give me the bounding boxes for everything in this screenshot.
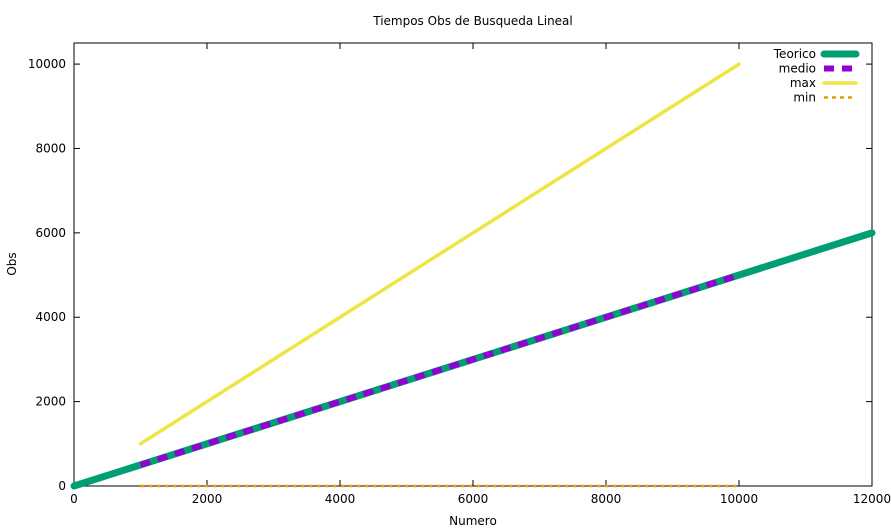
x-tick-label: 0: [70, 492, 78, 506]
x-axis-label: Numero: [449, 514, 497, 528]
x-tick-label: 12000: [853, 492, 891, 506]
y-tick-label: 10000: [28, 57, 66, 71]
legend-label-max: max: [790, 76, 816, 90]
x-tick-label: 4000: [325, 492, 356, 506]
legend-label-min: min: [793, 91, 816, 105]
x-tick-label: 8000: [591, 492, 622, 506]
y-tick-label: 6000: [35, 226, 66, 240]
legend-label-teorico: Teorico: [773, 47, 816, 61]
x-tick-label: 6000: [458, 492, 489, 506]
legend-label-medio: medio: [779, 62, 816, 76]
plot-frame: [73, 42, 873, 487]
series-line-max: [138, 62, 741, 446]
axis-ticks: 0 2000 4000 6000 8000 10000 12000 0 2000 4000 6000…: [28, 43, 891, 506]
y-axis-label: Obs: [5, 252, 19, 275]
y-tick-label: 8000: [35, 141, 66, 155]
x-tick-label: 2000: [192, 492, 223, 506]
series-layer: [70, 62, 876, 490]
series-line-medio: [139, 272, 740, 468]
y-tick-label: 2000: [35, 395, 66, 409]
y-tick-label: 0: [58, 479, 66, 493]
x-tick-label: 10000: [720, 492, 758, 506]
y-tick-label: 4000: [35, 310, 66, 324]
chart-title: Tiempos Obs de Busqueda Lineal: [372, 14, 573, 28]
